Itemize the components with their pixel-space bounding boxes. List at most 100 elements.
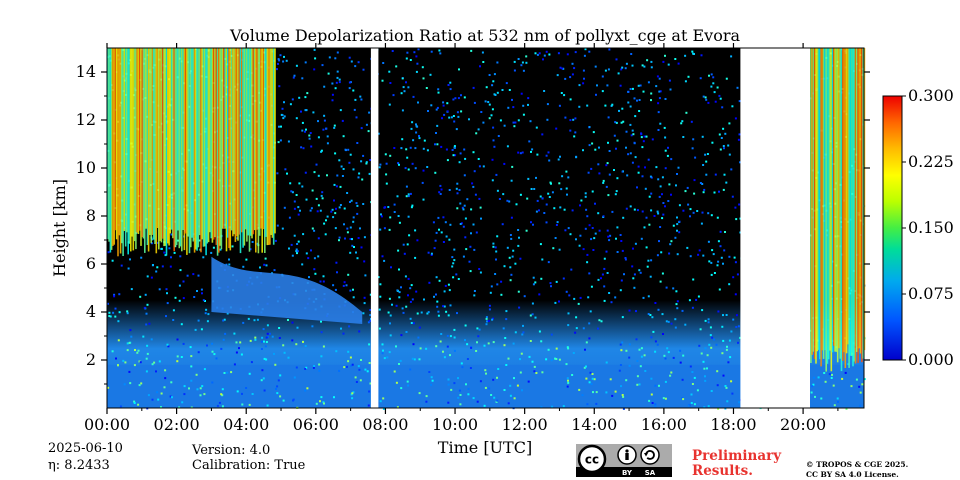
noise-pixel xyxy=(113,295,116,298)
noise-pixel xyxy=(398,296,401,299)
noise-pixel xyxy=(189,346,192,349)
depolarization-column xyxy=(207,48,210,243)
noise-pixel xyxy=(692,211,695,214)
noise-pixel xyxy=(439,52,442,55)
depolarization-column xyxy=(212,48,215,240)
depolarization-column xyxy=(230,48,233,231)
depolarization-column xyxy=(833,48,835,346)
noise-pixel xyxy=(832,384,835,387)
noise-pixel xyxy=(813,376,815,379)
noise-pixel xyxy=(127,267,130,270)
depolarization-column xyxy=(214,48,216,238)
noise-pixel xyxy=(430,50,433,53)
noise-pixel xyxy=(549,181,552,184)
noise-pixel xyxy=(459,223,462,225)
noise-pixel xyxy=(664,357,667,360)
noise-pixel xyxy=(716,384,719,387)
noise-pixel xyxy=(447,378,450,381)
noise-pixel xyxy=(250,361,253,364)
depolarization-column xyxy=(821,48,824,351)
noise-pixel xyxy=(657,129,660,131)
noise-pixel xyxy=(298,96,301,99)
noise-pixel xyxy=(194,328,197,331)
noise-pixel xyxy=(242,265,245,268)
noise-pixel xyxy=(460,222,463,225)
noise-pixel xyxy=(490,285,493,288)
noise-pixel xyxy=(565,170,568,173)
depolarization-column xyxy=(127,48,129,255)
colorbar-gradient xyxy=(883,96,902,360)
noise-pixel xyxy=(402,86,405,89)
depolarization-column xyxy=(118,48,121,236)
noise-pixel xyxy=(356,257,359,260)
noise-pixel xyxy=(178,284,181,287)
noise-pixel xyxy=(705,160,708,163)
noise-pixel xyxy=(530,221,532,224)
noise-pixel xyxy=(608,48,611,51)
noise-pixel xyxy=(487,320,490,322)
noise-pixel xyxy=(496,399,499,402)
noise-pixel xyxy=(676,253,679,256)
noise-pixel xyxy=(531,148,534,151)
noise-pixel xyxy=(355,381,358,383)
noise-pixel xyxy=(725,314,728,316)
noise-pixel xyxy=(734,293,737,296)
noise-pixel xyxy=(678,204,681,207)
noise-pixel xyxy=(339,109,342,112)
noise-pixel xyxy=(658,77,661,80)
noise-pixel xyxy=(703,188,706,191)
y-tick-label: 14 xyxy=(76,62,96,81)
depolarization-column xyxy=(168,48,170,246)
noise-pixel xyxy=(353,108,356,111)
noise-pixel xyxy=(479,65,481,68)
noise-pixel xyxy=(464,339,466,342)
noise-pixel xyxy=(445,235,448,238)
noise-pixel xyxy=(592,131,595,134)
noise-pixel xyxy=(648,195,651,198)
noise-pixel xyxy=(219,248,222,251)
depolarization-column xyxy=(242,48,244,248)
noise-pixel xyxy=(426,312,429,315)
noise-pixel xyxy=(213,353,216,356)
noise-pixel xyxy=(442,216,445,219)
noise-pixel xyxy=(437,91,440,94)
noise-pixel xyxy=(588,50,591,53)
noise-pixel xyxy=(586,403,589,406)
noise-pixel xyxy=(720,256,723,259)
noise-pixel xyxy=(263,389,266,392)
depolarization-column xyxy=(160,48,163,243)
noise-pixel xyxy=(614,296,617,299)
noise-pixel xyxy=(225,263,228,266)
noise-pixel xyxy=(336,174,339,177)
noise-pixel xyxy=(452,262,455,265)
noise-pixel xyxy=(365,123,368,126)
depolarization-column xyxy=(842,48,844,361)
depolarization-column xyxy=(200,48,202,253)
noise-pixel xyxy=(628,309,631,312)
noise-pixel xyxy=(422,147,425,150)
noise-pixel xyxy=(624,258,627,261)
noise-pixel xyxy=(291,98,294,101)
noise-pixel xyxy=(117,339,120,342)
noise-pixel xyxy=(513,60,516,63)
noise-pixel xyxy=(335,81,338,84)
noise-pixel xyxy=(574,51,577,54)
noise-pixel xyxy=(514,121,517,124)
noise-pixel xyxy=(442,305,445,308)
noise-pixel xyxy=(725,386,728,389)
noise-pixel xyxy=(517,244,520,247)
noise-pixel xyxy=(275,387,277,390)
depolarization-column xyxy=(210,48,212,239)
noise-pixel xyxy=(427,311,430,314)
noise-pixel xyxy=(416,125,419,128)
noise-pixel xyxy=(480,111,483,113)
noise-pixel xyxy=(398,268,400,271)
noise-pixel xyxy=(545,221,548,224)
noise-pixel xyxy=(436,300,439,303)
noise-pixel xyxy=(289,103,292,106)
noise-pixel xyxy=(449,223,452,226)
noise-pixel xyxy=(473,290,476,292)
noise-pixel xyxy=(140,256,143,259)
noise-pixel xyxy=(211,342,214,345)
noise-pixel xyxy=(691,371,694,373)
